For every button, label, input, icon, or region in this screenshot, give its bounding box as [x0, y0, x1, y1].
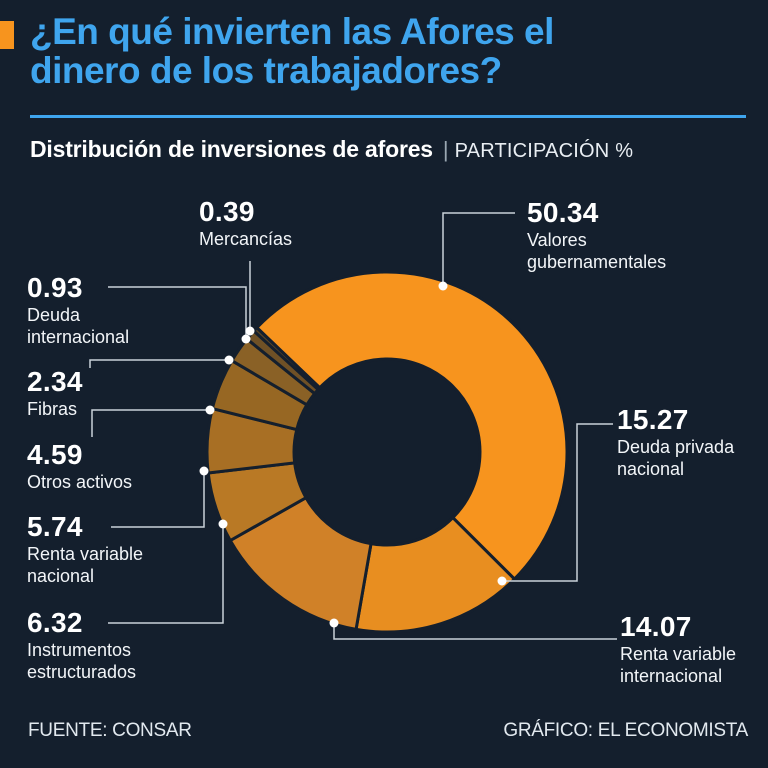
accent-square — [0, 21, 14, 49]
label-deuda-privada-nacional: 15.27 Deuda privada nacional — [617, 404, 734, 480]
label-text: Deuda — [27, 305, 81, 325]
donut-segments — [205, 270, 569, 634]
leader-line-deuda-internacional — [108, 286, 247, 339]
divider — [30, 115, 746, 118]
label-text: Renta variable — [620, 644, 737, 664]
label-valores-gubernamentales: 50.34 Valores gubernamentales — [527, 197, 666, 273]
label-renta-variable-nacional: 5.74 Renta variable nacional — [27, 511, 143, 587]
leader-dot-renta-variable-internacional — [329, 618, 339, 628]
label-text: internacional — [620, 666, 723, 686]
segment-mercancias — [251, 325, 322, 392]
leader-line-renta-variable-nacional — [111, 471, 205, 528]
label-deuda-internacional: 0.93 Deuda internacional — [27, 272, 129, 348]
label-value: 2.34 — [27, 366, 83, 397]
leader-dot-deuda-internacional — [241, 334, 251, 344]
label-text: Deuda privada — [617, 437, 735, 457]
label-value: 6.32 — [27, 607, 83, 638]
page-title-line2: dinero de los trabajadores? — [30, 50, 502, 91]
page-title: ¿En qué invierten las Afores el dinero d… — [30, 12, 750, 90]
chart-unit: PARTICIPACIÓN % — [454, 140, 634, 162]
leader-dot-valores-gubernamentales — [438, 281, 448, 291]
label-text: gubernamentales — [527, 252, 667, 272]
label-value: 14.07 — [620, 611, 692, 642]
label-renta-variable-internacional: 14.07 Renta variable internacional — [620, 611, 736, 687]
source-credit: FUENTE: CONSAR — [28, 720, 192, 741]
leader-dot-instrumentos-estructurados — [218, 519, 228, 529]
leader-dot-renta-variable-nacional — [199, 466, 209, 476]
label-fibras: 2.34 Fibras — [27, 366, 83, 420]
leader-dots — [199, 281, 507, 628]
leader-dot-otros-activos — [205, 405, 215, 415]
label-value: 0.39 — [199, 196, 255, 227]
leader-line-renta-variable-internacional — [333, 623, 617, 640]
label-text: internacional — [27, 327, 130, 347]
label-value: 50.34 — [527, 197, 599, 228]
label-mercancias: 0.39 Mercancías — [199, 196, 292, 250]
label-text: Renta variable — [27, 544, 144, 564]
leader-line-deuda-privada-nacional — [502, 423, 613, 582]
label-value: 4.59 — [27, 439, 83, 470]
leader-lines — [89, 212, 617, 640]
label-text: nacional — [617, 459, 685, 479]
label-text: Valores — [527, 230, 587, 250]
chart-subtitle-text: Distribución de inversiones de afores — [30, 136, 433, 162]
label-text: estructurados — [27, 662, 137, 682]
leader-dot-deuda-privada-nacional — [497, 576, 507, 586]
label-otros-activos: 4.59 Otros activos — [27, 439, 132, 493]
leader-line-fibras — [89, 359, 229, 368]
page-title-line1: ¿En qué invierten las Afores el — [30, 11, 554, 52]
leader-line-instrumentos-estructurados — [108, 524, 224, 624]
leader-dot-fibras — [224, 355, 234, 365]
label-text: Instrumentos — [27, 640, 132, 660]
label-value: 5.74 — [27, 511, 83, 542]
label-text: Otros activos — [27, 472, 133, 492]
label-text: Mercancías — [199, 229, 293, 249]
graphic-credit: GRÁFICO: EL ECONOMISTA — [503, 720, 748, 741]
leader-line-otros-activos — [91, 409, 210, 437]
leader-dot-mercancias — [245, 326, 255, 336]
leader-line-valores-gubernamentales — [442, 212, 515, 286]
label-instrumentos-estructurados: 6.32 Instrumentos estructurados — [27, 607, 136, 683]
label-value: 15.27 — [617, 404, 689, 435]
label-value: 0.93 — [27, 272, 83, 303]
segment-valores-gubernamentales — [254, 270, 569, 582]
label-text: nacional — [27, 566, 95, 586]
subtitle-separator: | — [442, 137, 449, 162]
chart-subtitle: Distribución de inversiones de afores | PA… — [30, 136, 750, 163]
label-text: Fibras — [27, 399, 78, 419]
